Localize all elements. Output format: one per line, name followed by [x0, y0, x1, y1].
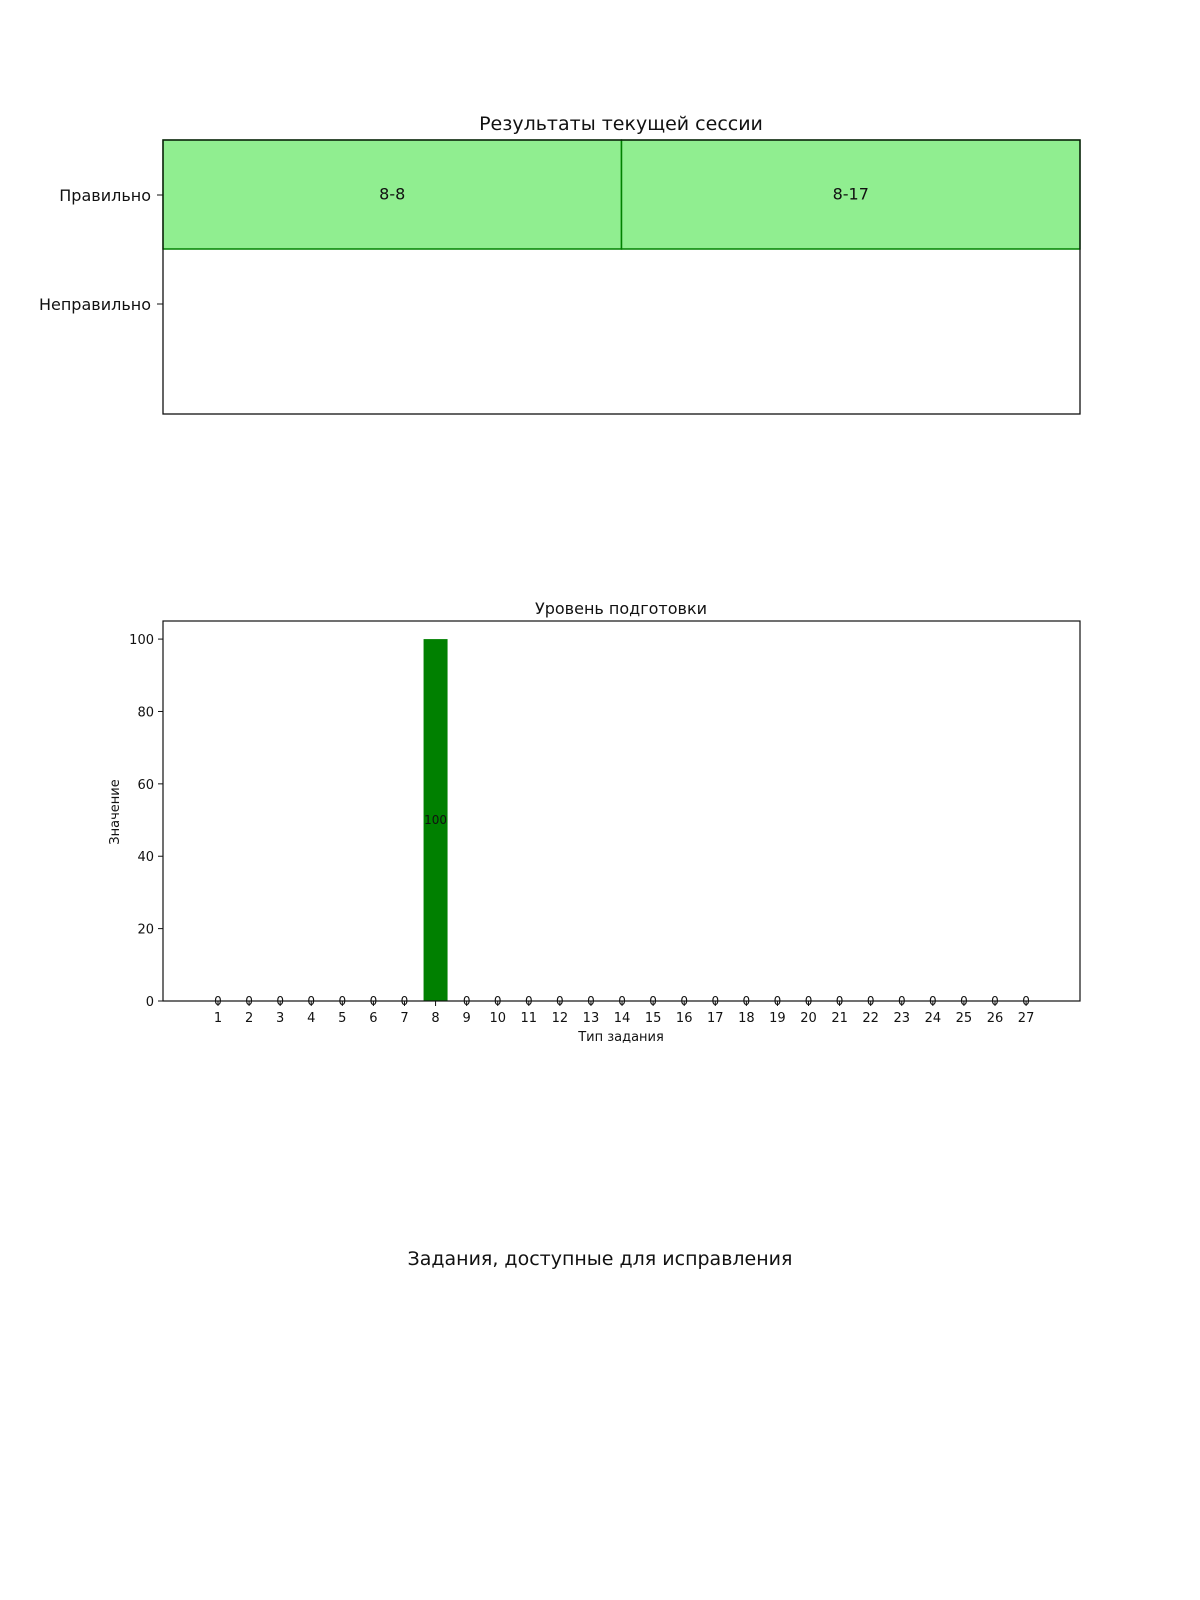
session-segment-label: 8-17 — [833, 185, 869, 204]
y-axis: 0 20 40 60 80 100 — [129, 633, 163, 1010]
x-tick-label: 15 — [645, 1011, 662, 1026]
y-tick-label: 0 — [146, 995, 154, 1010]
x-tick-label: 4 — [307, 1011, 315, 1026]
y-tick-label: 60 — [137, 778, 154, 793]
y-tick-label: 100 — [129, 633, 154, 648]
x-tick-label: 3 — [276, 1011, 284, 1026]
x-tick-label: 23 — [893, 1011, 910, 1026]
category-label: Неправильно — [39, 295, 151, 314]
section-title: Задания, доступные для исправления — [407, 1248, 793, 1270]
x-tick-label: 11 — [521, 1011, 538, 1026]
x-tick-label: 10 — [489, 1011, 506, 1026]
x-tick-label: 2 — [245, 1011, 253, 1026]
x-tick-label: 24 — [925, 1011, 942, 1026]
x-tick-label: 17 — [707, 1011, 724, 1026]
session-results-chart: Результаты текущей сессии 8-8 8-17 Правил… — [39, 113, 1081, 415]
x-tick-label: 27 — [1018, 1011, 1035, 1026]
y-tick-label: 20 — [137, 923, 154, 938]
x-tick-label: 14 — [614, 1011, 631, 1026]
x-tick-label: 25 — [956, 1011, 973, 1026]
bar-8 — [423, 639, 448, 1001]
preparation-level-chart: Уровень подготовки 000000010000000000000… — [108, 599, 1081, 1045]
x-tick-label: 5 — [338, 1011, 346, 1026]
x-tick-label: 18 — [738, 1011, 755, 1026]
x-tick-label: 16 — [676, 1011, 693, 1026]
x-tick-label: 12 — [552, 1011, 569, 1026]
x-tick-label: 20 — [800, 1011, 817, 1026]
preparation-level-title: Уровень подготовки — [535, 599, 707, 618]
session-segment-label: 8-8 — [379, 185, 405, 204]
y-tick-label: 80 — [137, 705, 154, 720]
session-results-title: Результаты текущей сессии — [479, 113, 763, 135]
x-tick-label: 1 — [214, 1011, 222, 1026]
x-tick-label: 8 — [431, 1011, 439, 1026]
x-tick-label: 9 — [462, 1011, 470, 1026]
x-tick-label: 6 — [369, 1011, 377, 1026]
preparation-level-frame — [162, 620, 1081, 1002]
category-label: Правильно — [59, 186, 151, 205]
x-tick-label: 19 — [769, 1011, 786, 1026]
x-tick-label: 7 — [400, 1011, 408, 1026]
bar-value-label: 100 — [424, 813, 447, 827]
preparation-bars: 00000001000000000000000000000 — [214, 639, 1030, 1008]
x-tick-label: 26 — [987, 1011, 1004, 1026]
y-axis-label: Значение — [108, 779, 123, 844]
session-results-frame — [162, 139, 1081, 415]
session-category-labels: Правильно Неправильно — [39, 186, 163, 314]
x-tick-label: 13 — [583, 1011, 600, 1026]
x-axis-label: Тип задания — [577, 1030, 664, 1045]
x-tick-label: 21 — [831, 1011, 848, 1026]
x-tick-label: 22 — [862, 1011, 879, 1026]
x-axis: 1 2 3 4 5 6 7 8 9 10 11 12 13 14 15 16 17 18 19 20 21 22 23 24 2… — [214, 1001, 1034, 1026]
y-tick-label: 40 — [137, 850, 154, 865]
